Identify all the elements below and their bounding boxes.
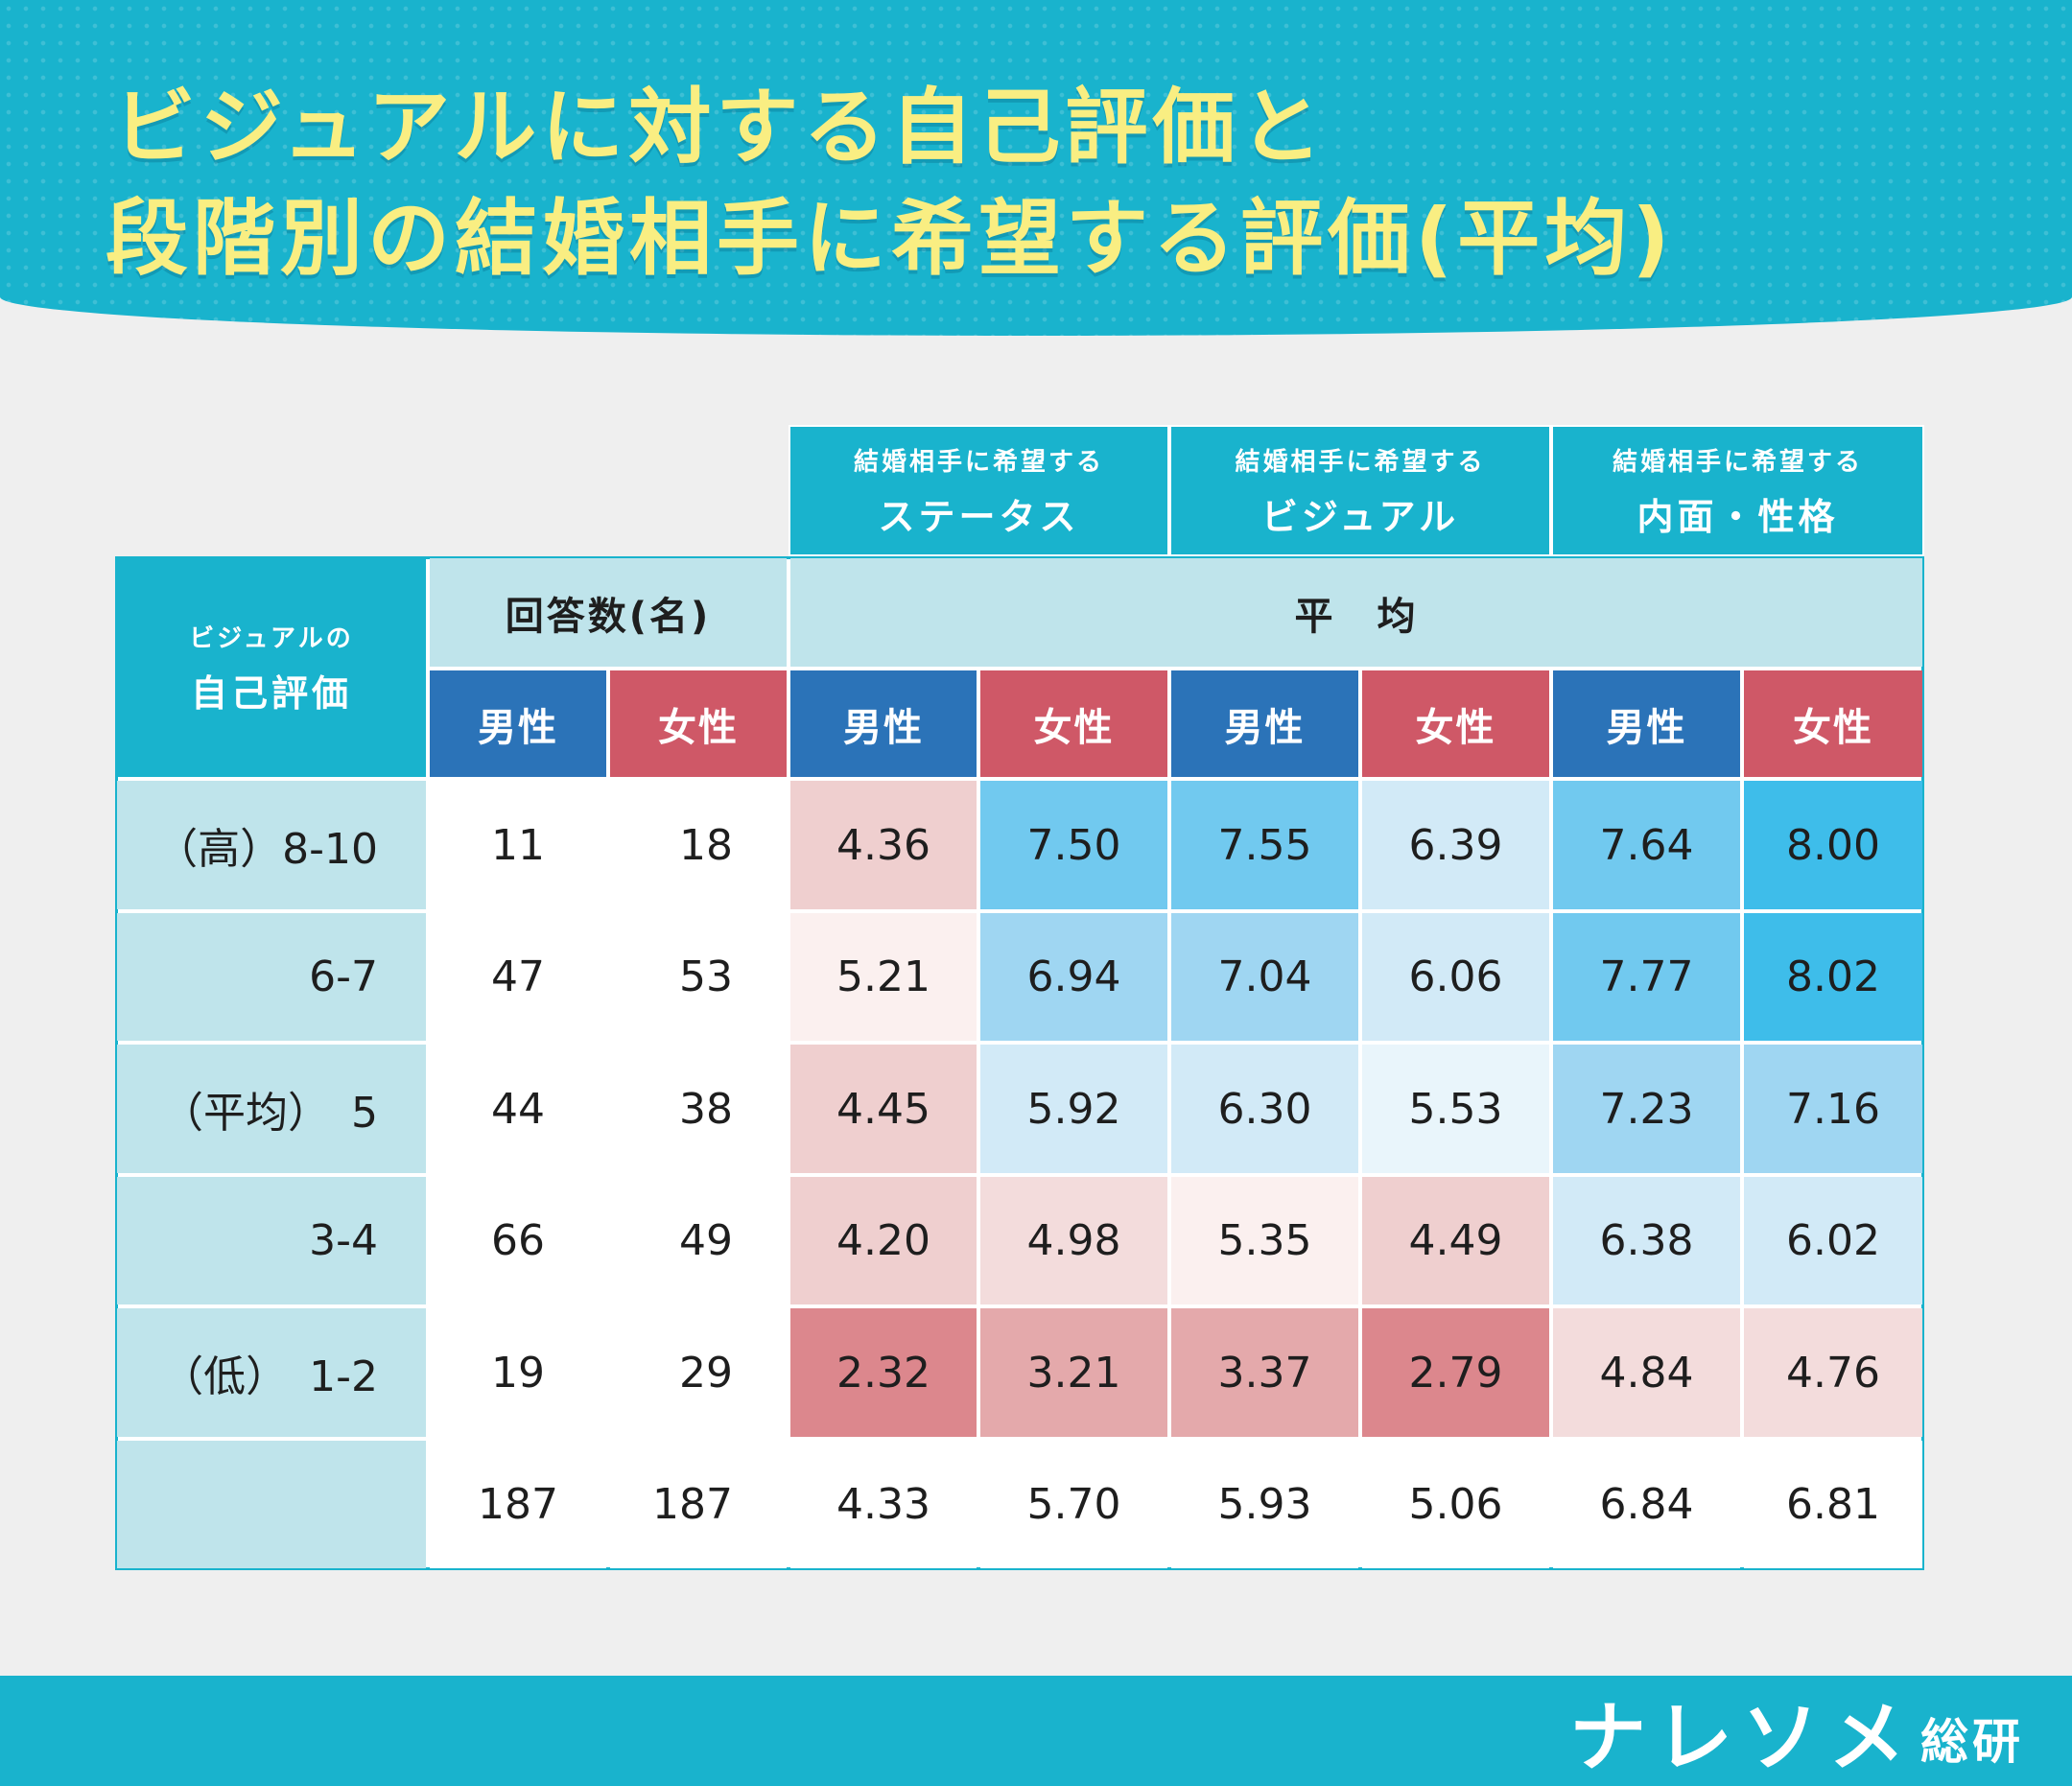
table-cell-visual_female: 4.49 <box>1362 1177 1549 1304</box>
table-cell-count_female: 38 <box>610 1045 787 1173</box>
group-header-inner: 結婚相手に希望する内面・性格 <box>1553 427 1922 554</box>
gender-header-inner_female: 女性 <box>1744 670 1922 777</box>
table-cell-inner_female: 4.76 <box>1744 1308 1922 1437</box>
group-header-visual-sub: 結婚相手に希望する <box>1235 447 1486 477</box>
total-row-label <box>117 1441 426 1568</box>
table-cell-visual_male: 7.55 <box>1171 781 1358 909</box>
table-cell-status_female: 5.92 <box>980 1045 1167 1173</box>
row-header-sub: ビジュアルの <box>189 624 354 653</box>
row-label: 6-7 <box>117 913 426 1041</box>
table-cell-count_female: 29 <box>610 1308 787 1437</box>
total-status_male: 4.33 <box>790 1441 977 1568</box>
table-cell-status_female: 3.21 <box>980 1308 1167 1437</box>
gender-header-count_female: 女性 <box>610 670 787 777</box>
count-header: 回答数(名) <box>430 558 787 667</box>
gender-header-inner_male: 男性 <box>1553 670 1740 777</box>
table-cell-status_female: 4.98 <box>980 1177 1167 1304</box>
row-label: 3-4 <box>117 1177 426 1304</box>
table-cell-status_male: 2.32 <box>790 1308 977 1437</box>
table-cell-inner_female: 8.00 <box>1744 781 1922 909</box>
table-corner-blank <box>115 425 789 556</box>
total-inner_male: 6.84 <box>1553 1441 1740 1568</box>
table-cell-count_male: 44 <box>430 1045 606 1173</box>
table-cell-inner_female: 8.02 <box>1744 913 1922 1041</box>
chart-title-line-2: 段階別の結婚相手に希望する評価(平均) <box>106 191 1675 287</box>
table-cell-visual_male: 7.04 <box>1171 913 1358 1041</box>
table-cell-visual_male: 5.35 <box>1171 1177 1358 1304</box>
table-cell-count_male: 19 <box>430 1308 606 1437</box>
row-label: （低） 1-2 <box>117 1308 426 1437</box>
brand-logo-sub: 総研 <box>1920 1713 2024 1770</box>
table-cell-inner_male: 6.38 <box>1553 1177 1740 1304</box>
gender-header-status_female: 女性 <box>980 670 1167 777</box>
table-cell-inner_male: 7.23 <box>1553 1045 1740 1173</box>
table-cell-status_male: 4.20 <box>790 1177 977 1304</box>
table-cell-inner_male: 7.64 <box>1553 781 1740 909</box>
table-cell-status_female: 6.94 <box>980 913 1167 1041</box>
footer-bar: ナレソメ 総研 <box>0 1676 2072 1786</box>
group-header-inner-label: 内面・性格 <box>1636 495 1839 538</box>
table-cell-count_female: 53 <box>610 913 787 1041</box>
table-cell-status_male: 4.45 <box>790 1045 977 1173</box>
table-cell-count_female: 18 <box>610 781 787 909</box>
table-cell-status_male: 4.36 <box>790 781 977 909</box>
table-cell-visual_female: 5.53 <box>1362 1045 1549 1173</box>
table-cell-visual_male: 6.30 <box>1171 1045 1358 1173</box>
row-header-label: 自己評価 <box>190 672 352 715</box>
total-inner_female: 6.81 <box>1744 1441 1922 1568</box>
table-cell-visual_female: 6.06 <box>1362 913 1549 1041</box>
table-cell-visual_male: 3.37 <box>1171 1308 1358 1437</box>
table-cell-status_female: 7.50 <box>980 781 1167 909</box>
gender-header-status_male: 男性 <box>790 670 977 777</box>
group-header-status-label: ステータス <box>878 495 1080 538</box>
table-cell-count_male: 47 <box>430 913 606 1041</box>
table-cell-status_male: 5.21 <box>790 913 977 1041</box>
group-header-status-sub: 結婚相手に希望する <box>853 447 1104 477</box>
table-cell-inner_male: 4.84 <box>1553 1308 1740 1437</box>
brand-logo-main: ナレソメ <box>1569 1692 1915 1782</box>
table-cell-visual_female: 2.79 <box>1362 1308 1549 1437</box>
total-status_female: 5.70 <box>980 1441 1167 1568</box>
table-cell-inner_female: 6.02 <box>1744 1177 1922 1304</box>
total-count_female: 187 <box>610 1441 787 1568</box>
header-banner: ビジュアルに対する自己評価と 段階別の結婚相手に希望する評価(平均) <box>0 0 2072 336</box>
group-header-visual-label: ビジュアル <box>1260 495 1460 538</box>
table-cell-count_female: 49 <box>610 1177 787 1304</box>
group-header-status: 結婚相手に希望するステータス <box>790 427 1167 554</box>
row-label: （高）8-10 <box>117 781 426 909</box>
group-header-visual: 結婚相手に希望するビジュアル <box>1171 427 1549 554</box>
table-cell-inner_female: 7.16 <box>1744 1045 1922 1173</box>
row-label: （平均） 5 <box>117 1045 426 1173</box>
group-header-inner-sub: 結婚相手に希望する <box>1612 447 1863 477</box>
gender-header-visual_male: 男性 <box>1171 670 1358 777</box>
table-cell-count_male: 66 <box>430 1177 606 1304</box>
total-visual_male: 5.93 <box>1171 1441 1358 1568</box>
brand-logo: ナレソメ 総研 <box>1569 1685 2024 1782</box>
table-cell-count_male: 11 <box>430 781 606 909</box>
gender-header-visual_female: 女性 <box>1362 670 1549 777</box>
table-cell-inner_male: 7.77 <box>1553 913 1740 1041</box>
total-visual_female: 5.06 <box>1362 1441 1549 1568</box>
table-cell-visual_female: 6.39 <box>1362 781 1549 909</box>
gender-header-count_male: 男性 <box>430 670 606 777</box>
total-count_male: 187 <box>430 1441 606 1568</box>
row-header: ビジュアルの自己評価 <box>117 558 426 777</box>
chart-title-line-1: ビジュアルに対する自己評価と <box>113 80 1328 176</box>
average-header: 平 均 <box>790 558 1922 667</box>
